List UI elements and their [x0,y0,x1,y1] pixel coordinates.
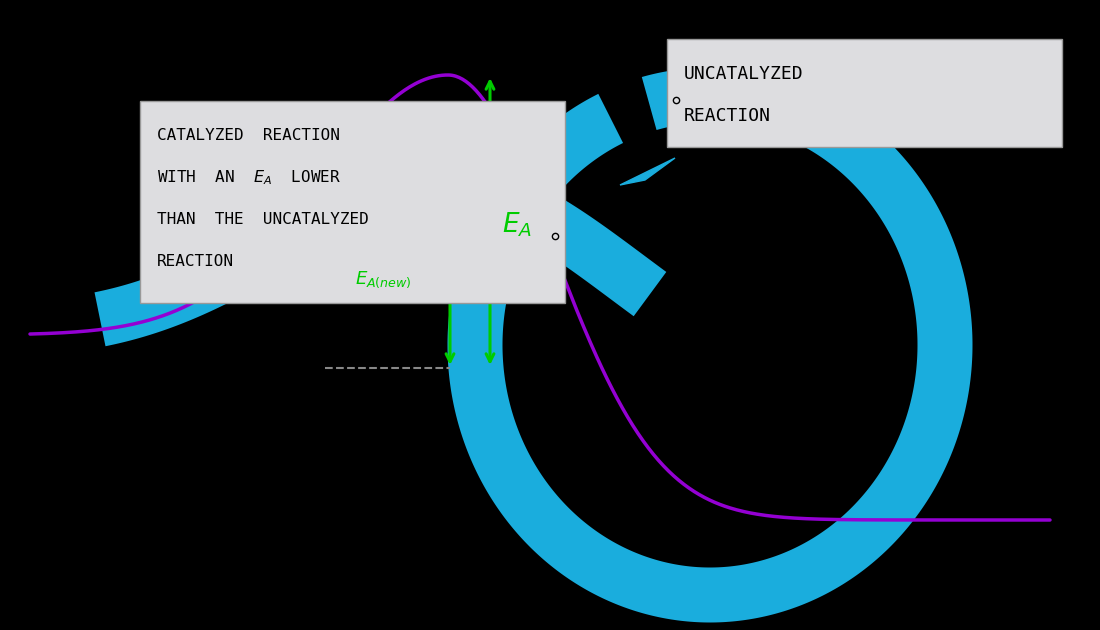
Text: WITH  AN  $E_A$  LOWER: WITH AN $E_A$ LOWER [157,169,341,187]
Polygon shape [95,159,667,346]
Text: REACTION: REACTION [157,255,234,270]
Text: CATALYZED  REACTION: CATALYZED REACTION [157,129,340,144]
Text: REACTION: REACTION [684,107,771,125]
FancyBboxPatch shape [667,39,1062,147]
Text: THAN  THE  UNCATALYZED: THAN THE UNCATALYZED [157,212,368,227]
Polygon shape [620,158,675,185]
Text: $E_A$: $E_A$ [502,211,532,239]
Text: $E_{A(new)}$: $E_{A(new)}$ [355,270,411,290]
Polygon shape [448,67,972,622]
Text: UNCATALYZED: UNCATALYZED [684,65,804,83]
FancyBboxPatch shape [140,101,565,303]
